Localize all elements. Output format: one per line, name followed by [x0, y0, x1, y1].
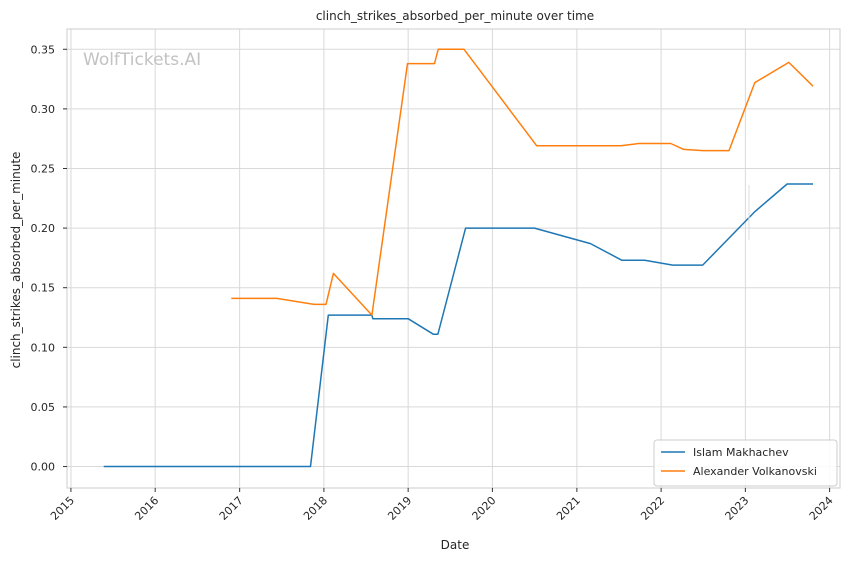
legend: Islam Makhachev Alexander Volkanovski [653, 439, 838, 487]
series-group [103, 48, 814, 468]
chart-title: clinch_strikes_absorbed_per_minute over … [316, 9, 594, 23]
y-tick-label-0.05: 0.05 [31, 401, 56, 414]
y-tick-label-0.10: 0.10 [31, 341, 56, 354]
y-tick-label-0.30: 0.30 [31, 103, 56, 116]
legend-label-islam-makhachev: Islam Makhachev [693, 446, 789, 459]
plot-area-frame [66, 28, 841, 489]
y-tick-label-0.15: 0.15 [31, 282, 56, 295]
y-tick-label-0.20: 0.20 [31, 222, 56, 235]
x-axis-label: Date [441, 538, 470, 552]
legend-label-alexander-volkanovski: Alexander Volkanovski [693, 465, 817, 478]
series-line-alexander-volkanovski [231, 48, 814, 316]
y-axis-label: clinch_strikes_absorbed_per_minute [9, 152, 23, 369]
y-tick-label-0.25: 0.25 [31, 162, 56, 175]
series-line-islam-makhachev [103, 183, 813, 468]
y-axis-ticks: 0.00 0.05 0.10 0.15 0.20 0.25 0.30 0.35 [31, 43, 67, 474]
watermark: WolfTickets.AI [83, 50, 201, 70]
y-tick-label-0.35: 0.35 [31, 43, 56, 56]
y-tick-label-0.00: 0.00 [31, 461, 56, 474]
legend-box [653, 439, 838, 487]
